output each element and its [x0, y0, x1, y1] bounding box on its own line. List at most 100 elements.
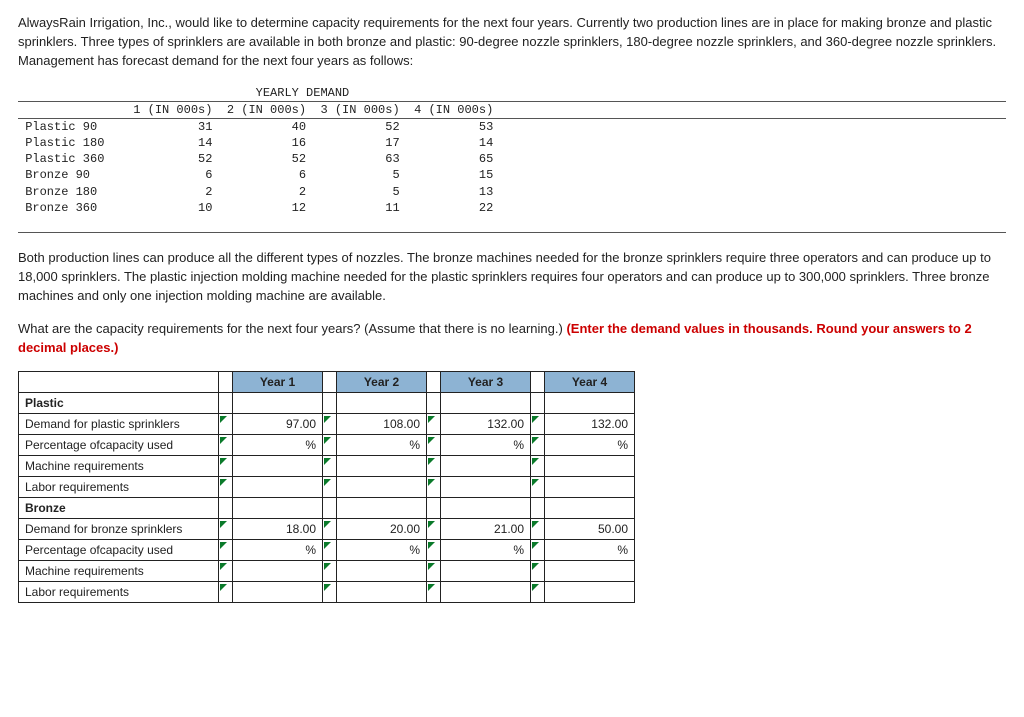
percent-input-cell[interactable]: % [337, 540, 427, 561]
row-label: Machine requirements [19, 561, 219, 582]
percent-input-cell[interactable]: % [337, 435, 427, 456]
value-input-cell[interactable] [233, 456, 323, 477]
row-label: Percentage ofcapacity used [19, 435, 219, 456]
tick-icon [220, 437, 227, 444]
tick-icon [532, 458, 539, 465]
demand-table-row: Plastic 360 52 52 63 65 [18, 151, 1006, 167]
value-input-cell[interactable] [545, 561, 635, 582]
value-input-cell[interactable] [545, 582, 635, 603]
year-header: Year 2 [337, 372, 427, 393]
cell-gap [323, 393, 337, 414]
row-label: Percentage ofcapacity used [19, 540, 219, 561]
percent-input-cell[interactable]: % [545, 540, 635, 561]
tick-cell [427, 519, 441, 540]
demand-table-row: Plastic 90 31 40 52 53 [18, 119, 1006, 135]
row-label: Machine requirements [19, 456, 219, 477]
tick-cell [323, 477, 337, 498]
percent-input-cell[interactable]: % [441, 435, 531, 456]
question-lead: What are the capacity requirements for t… [18, 321, 566, 336]
value-input-cell[interactable]: 108.00 [337, 414, 427, 435]
tick-icon [220, 521, 227, 528]
tick-icon [532, 584, 539, 591]
question-paragraph: What are the capacity requirements for t… [18, 320, 1006, 358]
tick-icon [220, 584, 227, 591]
tick-icon [428, 521, 435, 528]
tick-icon [428, 563, 435, 570]
tick-cell [219, 456, 233, 477]
tick-cell [323, 456, 337, 477]
value-input-cell[interactable] [337, 477, 427, 498]
tick-icon [324, 584, 331, 591]
demand-table-row: YEARLY DEMAND [18, 85, 1006, 101]
value-input-cell[interactable]: 20.00 [337, 519, 427, 540]
percent-suffix: % [303, 438, 316, 452]
percent-input-cell[interactable]: % [441, 540, 531, 561]
value-input-cell[interactable]: 50.00 [545, 519, 635, 540]
tick-cell [219, 519, 233, 540]
value-input-cell[interactable]: 132.00 [441, 414, 531, 435]
tick-cell [427, 414, 441, 435]
tick-cell [219, 561, 233, 582]
percent-suffix: % [615, 543, 628, 557]
tick-icon [324, 416, 331, 423]
value-input-cell[interactable] [233, 582, 323, 603]
tick-cell [323, 561, 337, 582]
demand-table-row: Bronze 180 2 2 5 13 [18, 184, 1006, 200]
percent-suffix: % [407, 438, 420, 452]
tick-cell [323, 582, 337, 603]
tick-icon [428, 437, 435, 444]
tick-icon [428, 416, 435, 423]
value-input-cell[interactable] [337, 456, 427, 477]
header-gap [427, 372, 441, 393]
section-title: Plastic [19, 393, 219, 414]
value-input-cell[interactable] [233, 561, 323, 582]
tick-cell [531, 435, 545, 456]
demand-table-row: Plastic 180 14 16 17 14 [18, 135, 1006, 151]
tick-cell [427, 435, 441, 456]
value-input-cell[interactable] [441, 456, 531, 477]
cell-blank [337, 498, 427, 519]
demand-table: YEARLY DEMAND 1 (IN 000s) 2 (IN 000s) 3 … [18, 85, 1006, 234]
value-input-cell[interactable] [337, 582, 427, 603]
percent-input-cell[interactable]: % [233, 540, 323, 561]
tick-cell [219, 435, 233, 456]
value-input-cell[interactable] [545, 456, 635, 477]
intro-paragraph: AlwaysRain Irrigation, Inc., would like … [18, 14, 1006, 71]
value-input-cell[interactable]: 97.00 [233, 414, 323, 435]
value-input-cell[interactable]: 132.00 [545, 414, 635, 435]
value-input-cell[interactable] [441, 582, 531, 603]
tick-icon [324, 542, 331, 549]
percent-input-cell[interactable]: % [545, 435, 635, 456]
value-input-cell[interactable] [545, 477, 635, 498]
cell-blank [337, 393, 427, 414]
value-input-cell[interactable] [233, 477, 323, 498]
tick-cell [323, 414, 337, 435]
value-input-cell[interactable] [441, 561, 531, 582]
percent-suffix: % [303, 543, 316, 557]
value-input-cell[interactable]: 18.00 [233, 519, 323, 540]
demand-table-row: 1 (IN 000s) 2 (IN 000s) 3 (IN 000s) 4 (I… [18, 101, 1006, 119]
tick-icon [220, 416, 227, 423]
value-input-cell[interactable] [337, 561, 427, 582]
value-input-cell[interactable] [441, 477, 531, 498]
demand-table-row: Bronze 360 10 12 11 22 [18, 200, 1006, 216]
tick-cell [219, 477, 233, 498]
tick-cell [531, 456, 545, 477]
value-input-cell[interactable]: 21.00 [441, 519, 531, 540]
tick-cell [427, 456, 441, 477]
year-header: Year 3 [441, 372, 531, 393]
row-label: Demand for bronze sprinklers [19, 519, 219, 540]
tick-cell [427, 561, 441, 582]
year-header: Year 4 [545, 372, 635, 393]
cell-gap [219, 498, 233, 519]
tick-icon [532, 416, 539, 423]
header-gap [323, 372, 337, 393]
percent-input-cell[interactable]: % [233, 435, 323, 456]
year-header: Year 1 [233, 372, 323, 393]
cell-blank [441, 498, 531, 519]
tick-icon [220, 479, 227, 486]
tick-cell [219, 414, 233, 435]
tick-icon [220, 563, 227, 570]
cell-gap [219, 393, 233, 414]
tick-icon [532, 479, 539, 486]
